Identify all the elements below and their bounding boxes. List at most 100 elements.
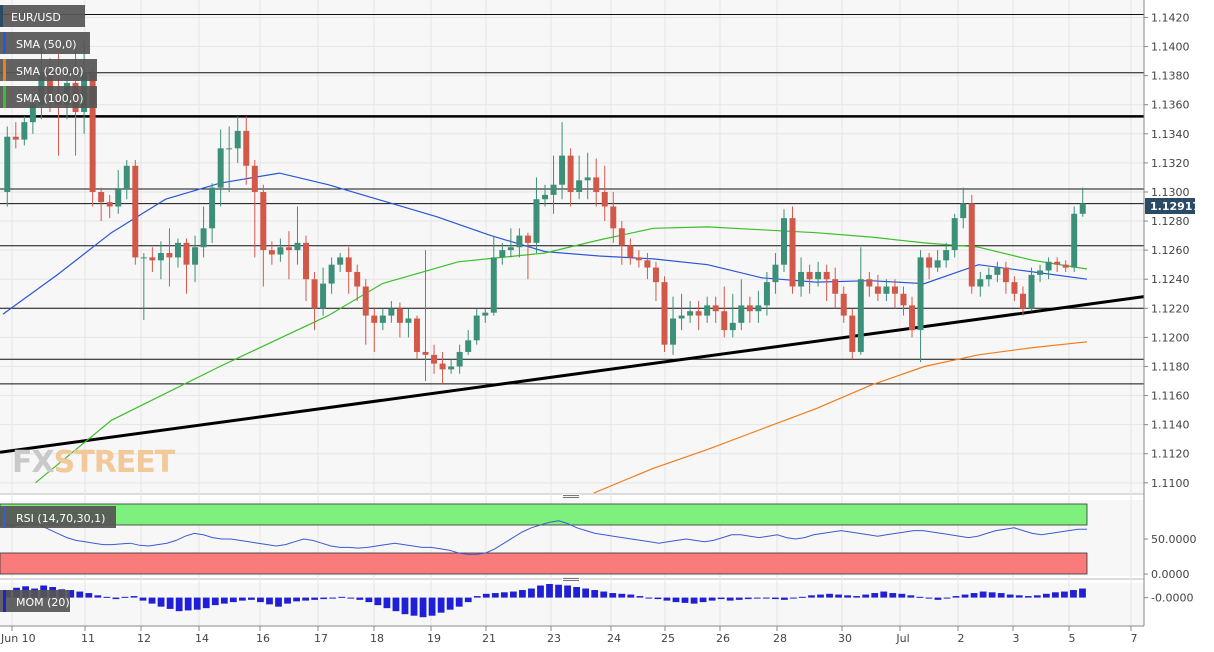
legend-rsi[interactable]: RSI (14,70,30,1) [0, 506, 116, 528]
candle-body [482, 312, 489, 316]
candle-body [866, 279, 873, 287]
mom-bar [374, 597, 382, 606]
candle-body [755, 305, 762, 312]
rsi-panel-resize-handle[interactable] [562, 577, 580, 582]
candle-body [909, 305, 916, 331]
time-axis-label: Jul [895, 632, 909, 645]
time-axis-label: 19 [427, 632, 441, 645]
legend-symbol[interactable]: EUR/USD [0, 5, 85, 27]
legend-sma100-label: SMA (100,0) [16, 92, 84, 105]
rsi-axis-label: 50.0000 [1151, 533, 1197, 546]
legend-mom[interactable]: MOM (20) [0, 590, 70, 612]
candle-body [183, 242, 190, 265]
mom-bar [284, 597, 291, 604]
mom-bar [835, 594, 842, 598]
mom-bar [880, 591, 888, 598]
candle-body [840, 293, 847, 316]
candle-body [379, 315, 386, 323]
candle-body [934, 260, 941, 268]
candle-body [192, 247, 199, 265]
candle-body [1037, 270, 1044, 275]
mom-bar [573, 587, 581, 598]
candle-body [584, 177, 591, 181]
candle-body [763, 282, 770, 306]
candle-body [29, 104, 36, 123]
candle-body [772, 264, 779, 283]
mom-bar [211, 597, 219, 606]
mom-bar [175, 597, 183, 612]
price-axis: 1.1100 1.1120 1.1140 1.1160 1.1180 1.1200 1.12… [1144, 11, 1190, 490]
mom-bar [717, 597, 725, 600]
candle-body [123, 165, 130, 190]
mom-bar [591, 590, 599, 598]
time-axis-label: 26 [716, 632, 730, 645]
sma-lines [2, 172, 1088, 494]
candle-body [994, 267, 1001, 275]
mom-bar [148, 597, 156, 604]
price-axis-label: 1.1240 [1151, 273, 1190, 286]
candle-body [849, 315, 856, 352]
mom-axis: -0.0000 [1144, 592, 1193, 605]
mom-bar [1061, 591, 1068, 598]
mom-bar [889, 593, 897, 598]
legend-sma100[interactable]: SMA (100,0) [0, 86, 97, 108]
candle-body [729, 322, 736, 331]
candle-body [234, 130, 241, 149]
price-axis-label: 1.1300 [1151, 186, 1190, 199]
candle-body [687, 311, 694, 316]
mom-bar [636, 596, 644, 598]
mom-bar [329, 597, 337, 599]
price-panel-resize-handle[interactable] [562, 494, 580, 499]
candle-body [695, 311, 702, 316]
candle-body [431, 354, 438, 364]
mom-bar [528, 588, 535, 598]
mom-bar [600, 591, 608, 598]
mom-bar [76, 591, 84, 598]
mom-bar [473, 596, 481, 598]
candle-body [644, 260, 651, 268]
mom-bar [1024, 596, 1032, 598]
mom-bar [997, 593, 1005, 598]
candle-body [1019, 293, 1026, 309]
candle-body [593, 177, 600, 192]
mom-bar [238, 597, 246, 601]
time-axis-label: 2 [958, 632, 965, 645]
mom-bar [925, 597, 933, 599]
candle-body [661, 282, 668, 345]
candle-body [627, 245, 634, 258]
price-axis-label: 1.1220 [1151, 302, 1190, 315]
watermark-street: STREET [54, 445, 176, 480]
mom-bar [112, 597, 120, 600]
candle-body [1062, 264, 1069, 268]
mom-bar [907, 595, 915, 598]
mom-bar [582, 588, 590, 598]
price-axis-label: 1.1180 [1151, 360, 1190, 373]
mom-bar [275, 597, 282, 607]
legend-sma50[interactable]: SMA (50,0) [0, 32, 90, 54]
candle-body [294, 242, 301, 251]
candle-body [140, 257, 147, 259]
candle-body [285, 247, 292, 251]
mom-bar [365, 597, 373, 603]
candle-body [320, 283, 327, 309]
candle-body [542, 194, 548, 200]
mom-bar [356, 597, 364, 600]
candle-body [576, 180, 583, 192]
mom-axis-label: -0.0000 [1151, 592, 1193, 605]
mom-bar [753, 597, 761, 599]
legend-symbol-label: EUR/USD [11, 11, 61, 24]
legend-sma200[interactable]: SMA (200,0) [0, 59, 97, 81]
candle-body [200, 228, 207, 248]
mom-bar [609, 593, 617, 598]
candle-body [132, 165, 139, 258]
candle-body [439, 363, 446, 370]
watermark-fx: FX [12, 445, 54, 480]
candle-body [670, 318, 677, 345]
mom-bar [817, 594, 824, 598]
mom-bar [248, 597, 255, 600]
sma-line-1 [35, 226, 1088, 484]
candle-body [21, 122, 28, 140]
mom-bar [654, 597, 662, 600]
candle-body [960, 203, 967, 219]
candle-body [268, 250, 275, 255]
